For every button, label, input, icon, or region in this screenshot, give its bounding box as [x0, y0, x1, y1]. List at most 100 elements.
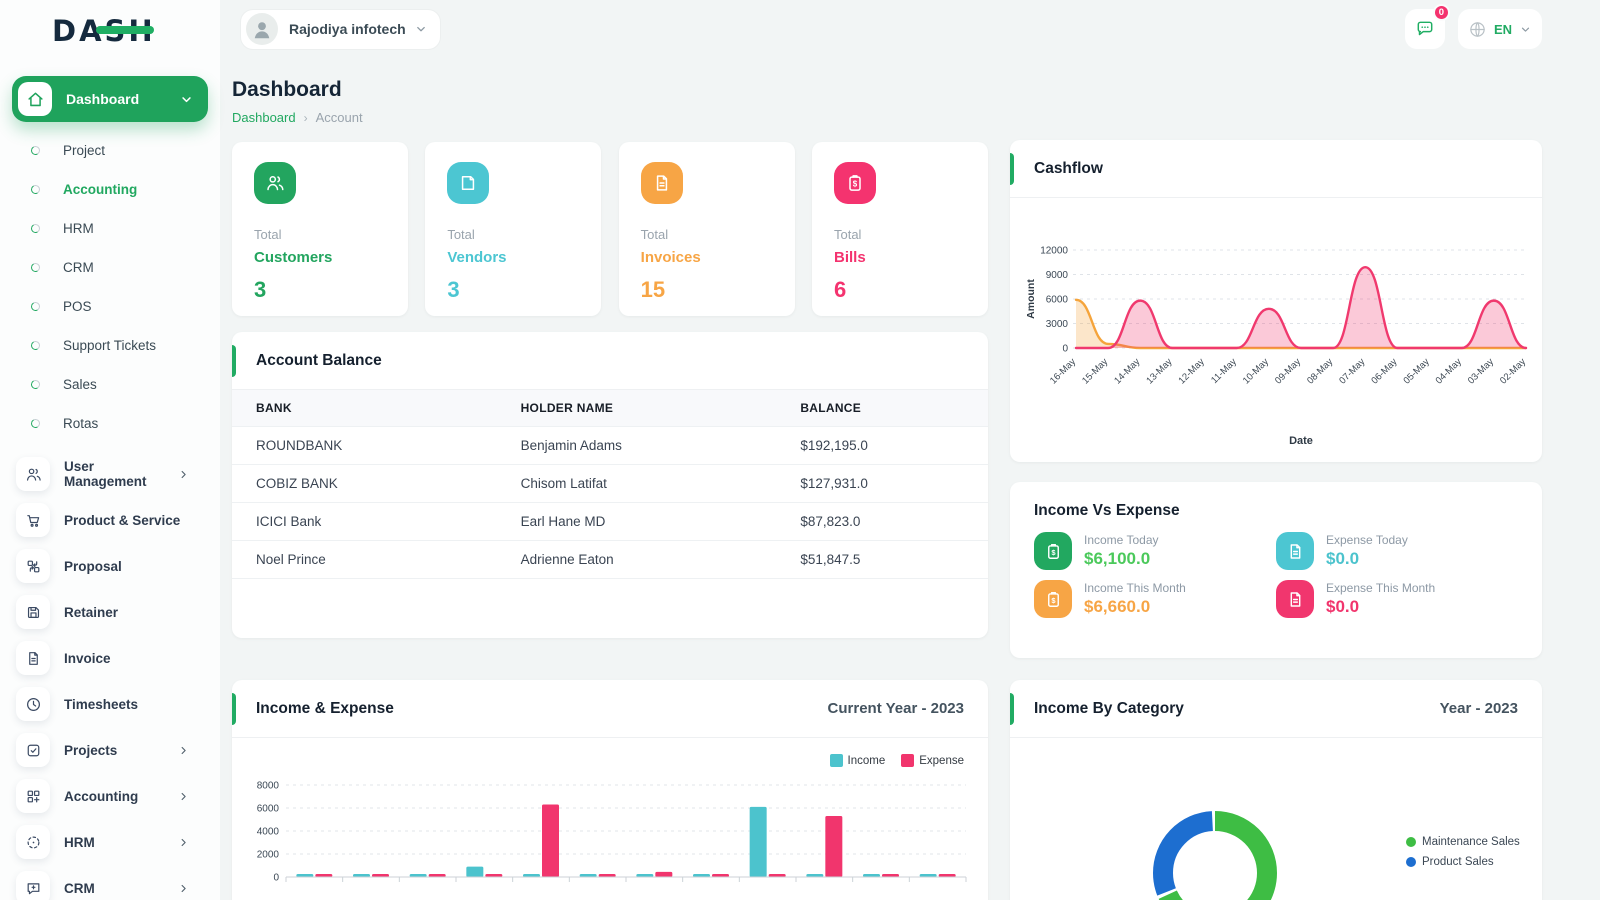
sidebar-subitem-rotas[interactable]: Rotas — [0, 404, 220, 443]
chevron-right-icon — [177, 468, 190, 481]
app-logo[interactable]: DASH — [0, 0, 220, 62]
sidebar-item-label: Projects — [64, 742, 118, 758]
legend-item-expense: Expense — [901, 754, 964, 767]
sidebar-subitem-crm[interactable]: CRM — [0, 248, 220, 287]
company-selector[interactable]: Rajodiya infotech — [240, 8, 441, 50]
stat-label: Bills — [833, 249, 866, 266]
svg-text:12000: 12000 — [1040, 246, 1068, 257]
sidebar-subitem-hrm[interactable]: HRM — [0, 209, 220, 248]
sidebar-item-label: Retainer — [64, 604, 119, 620]
avatar — [246, 13, 278, 45]
sidebar-subitem-project[interactable]: Project — [0, 131, 220, 170]
bullet-icon — [29, 183, 42, 196]
sidebar-item-crm[interactable]: CRM — [0, 865, 220, 900]
sidebar-menu: User Management Product & Service Proposal… — [0, 447, 220, 900]
column-header: BALANCE — [800, 401, 862, 415]
save-icon — [16, 595, 50, 629]
sidebar-item-retainer[interactable]: Retainer — [0, 589, 220, 635]
sidebar-subitem-pos[interactable]: POS — [0, 287, 220, 326]
income-expense-card: Income & Expense Current Year - 2023 Inc… — [232, 680, 988, 900]
table-cell: ICICI Bank — [232, 502, 497, 541]
sidebar-subitem-accounting[interactable]: Accounting — [0, 170, 220, 209]
file-icon — [640, 162, 683, 204]
svg-text:04-May: 04-May — [1434, 356, 1464, 386]
stat-value: 3 — [254, 277, 267, 302]
sidebar-item-accounting[interactable]: Accounting — [0, 773, 220, 819]
stat-card-invoices: Total Invoices 15 — [618, 142, 795, 316]
ive-label: Expense This Month — [1326, 581, 1436, 595]
ive-value: $0.0 — [1326, 597, 1360, 616]
sidebar-item-product-service[interactable]: Product & Service — [0, 497, 220, 543]
svg-text:6000: 6000 — [257, 804, 280, 815]
income-expense-chart: 0 2000 4000 6000 8000 — [232, 767, 988, 900]
legend-dot — [1406, 857, 1416, 867]
sidebar-subitem-label: Project — [63, 143, 106, 158]
legend-label: Product Sales — [1422, 856, 1494, 868]
account-balance-card: Account Balance BANK HOLDER NAME BALANCE R… — [232, 332, 988, 638]
stat-prefix: Total — [254, 227, 282, 242]
sidebar-item-hrm[interactable]: HRM — [0, 819, 220, 865]
table-row: ROUNDBANK Benjamin Adams $192,195.0 — [232, 426, 988, 465]
card-period: Year - 2023 — [1439, 700, 1518, 717]
breadcrumb-dashboard-link[interactable]: Dashboard — [232, 110, 296, 125]
legend-dot — [1406, 837, 1416, 847]
sidebar-item-proposal[interactable]: Proposal — [0, 543, 220, 589]
sidebar-item-dashboard[interactable]: Dashboard — [12, 76, 208, 122]
donut-chart-area: Maintenance Sales Product Sales — [1010, 738, 1542, 900]
sidebar-item-projects[interactable]: Projects — [0, 727, 220, 773]
svg-text:0: 0 — [273, 873, 279, 884]
language-selector[interactable]: EN — [1457, 9, 1542, 49]
stat-prefix: Total — [447, 227, 475, 242]
bullet-icon — [29, 339, 42, 352]
table-cell: COBIZ BANK — [232, 464, 497, 503]
sidebar-item-user-management[interactable]: User Management — [0, 451, 220, 497]
sidebar-subitem-label: Support Tickets — [63, 338, 157, 353]
stat-value: 15 — [640, 277, 666, 302]
stat-label: Vendors — [447, 249, 507, 266]
sidebar-subitem-support-tickets[interactable]: Support Tickets — [0, 326, 220, 365]
ive-value: $0.0 — [1326, 549, 1360, 568]
sidebar-item-label: Accounting — [64, 788, 139, 804]
language-code: EN — [1493, 21, 1512, 37]
chevron-right-icon — [177, 744, 190, 757]
ive-label: Expense Today — [1326, 533, 1408, 547]
legend-swatch — [829, 754, 843, 767]
bullet-icon — [29, 417, 42, 430]
svg-text:10-May: 10-May — [1241, 356, 1271, 386]
sidebar-item-invoice[interactable]: Invoice — [0, 635, 220, 681]
ive-item-expense-this-month: Expense This Month $0.0 — [1276, 580, 1518, 618]
account-balance-table: BANK HOLDER NAME BALANCE ROUNDBANK Benjamin… — [232, 390, 988, 579]
sidebar-item-label: CRM — [64, 880, 95, 896]
messages-button[interactable]: 0 — [1404, 4, 1450, 49]
sidebar-item-label: User Management — [64, 459, 147, 489]
chevron-down-icon — [414, 22, 428, 36]
legend-label: Expense — [919, 754, 964, 767]
svg-text:9000: 9000 — [1046, 270, 1069, 281]
card-period: Current Year - 2023 — [827, 700, 964, 717]
globe-icon — [1468, 20, 1487, 39]
ive-label: Income This Month — [1084, 581, 1186, 595]
bullet-icon — [29, 261, 42, 274]
card-header: Income By Category Year - 2023 — [1010, 680, 1542, 738]
table-cell: $192,195.0 — [776, 426, 988, 465]
sidebar-item-label: HRM — [64, 834, 95, 850]
income-vs-expense-card: Income Vs Expense $ Income Today $6,100.0 E… — [1010, 482, 1542, 658]
topbar: Rajodiya infotech 0 EN — [240, 4, 1542, 50]
table-cell: Noel Prince — [232, 540, 497, 579]
sidebar-item-timesheets[interactable]: Timesheets — [0, 681, 220, 727]
table-cell: ROUNDBANK — [232, 426, 497, 465]
dashboard-submenu: Project Accounting HRM CRM POS Support Ticket… — [0, 122, 220, 447]
table-cell: $127,931.0 — [776, 464, 988, 503]
table-cell: Adrienne Eaton — [496, 540, 777, 579]
svg-text:06-May: 06-May — [1369, 356, 1399, 386]
stat-value: 3 — [447, 277, 460, 302]
donut-chart — [1128, 786, 1302, 900]
stat-prefix: Total — [833, 227, 862, 242]
sidebar-item-label: Proposal — [64, 558, 122, 574]
svg-text:Amount: Amount — [1025, 279, 1037, 319]
svg-text:2000: 2000 — [257, 850, 280, 861]
sidebar-subitem-sales[interactable]: Sales — [0, 365, 220, 404]
breadcrumb: Dashboard › Account — [232, 110, 363, 125]
card-title: Income & Expense — [256, 699, 394, 717]
breadcrumb-current: Account — [315, 110, 363, 125]
